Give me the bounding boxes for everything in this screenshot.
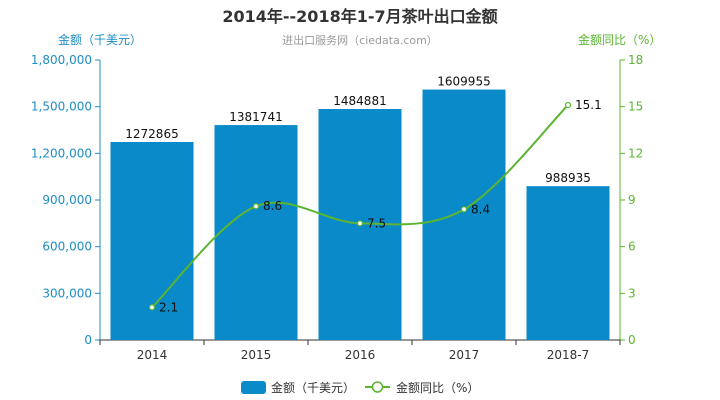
legend-bar-label: 金额（千美元） xyxy=(271,380,355,395)
bar-value-label: 1609955 xyxy=(437,75,490,89)
x-axis-tick-label: 2018-7 xyxy=(547,348,590,362)
right-axis-title: 金额同比（%） xyxy=(578,32,661,47)
legend-bar-swatch xyxy=(241,381,266,394)
right-axis-tick-label: 6 xyxy=(628,240,636,254)
x-axis-tick-label: 2016 xyxy=(345,348,376,362)
line-point xyxy=(460,206,468,213)
left-axis-tick-label: 0 xyxy=(84,333,92,347)
line-value-label: 8.4 xyxy=(471,202,490,216)
right-axis-tick-label: 18 xyxy=(628,53,643,67)
line-point xyxy=(148,304,156,311)
line-point xyxy=(356,220,364,227)
right-axis-tick-label: 12 xyxy=(628,146,643,160)
x-axis-tick-label: 2017 xyxy=(449,348,480,362)
right-axis-tick-label: 15 xyxy=(628,100,643,114)
bar-value-label: 988935 xyxy=(545,171,591,185)
left-axis-tick-label: 1,500,000 xyxy=(31,100,92,114)
x-axis-tick-label: 2014 xyxy=(137,348,168,362)
data-labels-group: 1272865 1381741 1484881 1609955 988935 2.1 8.6… xyxy=(125,75,601,315)
line-series-group xyxy=(148,102,572,311)
left-axis-title: 金额（千美元） xyxy=(58,32,142,47)
left-axis-tick-label: 1,200,000 xyxy=(31,146,92,160)
bar-value-label: 1381741 xyxy=(229,110,282,124)
bar xyxy=(526,186,610,340)
chart-title: 2014年--2018年1-7月茶叶出口金额 xyxy=(222,7,497,26)
right-axis-tick-label: 0 xyxy=(628,333,636,347)
right-axis-tick-label: 9 xyxy=(628,193,636,207)
legend-line-label: 金额同比（%） xyxy=(396,380,479,395)
line-value-label: 7.5 xyxy=(367,216,386,230)
x-axis-tick-label: 2015 xyxy=(241,348,272,362)
bar xyxy=(422,89,506,340)
left-axis-tick-label: 600,000 xyxy=(42,240,92,254)
right-axis-tick-label: 3 xyxy=(628,286,636,300)
line-point xyxy=(252,203,260,210)
bar-value-label: 1272865 xyxy=(125,127,178,141)
line-value-label: 8.6 xyxy=(263,199,282,213)
left-axis-tick-label: 1,800,000 xyxy=(31,53,92,67)
chart-subtitle: 进出口服务网（ciedata.com） xyxy=(282,33,438,47)
left-axis-tick-label: 300,000 xyxy=(42,286,92,300)
left-axis-tick-label: 900,000 xyxy=(42,193,92,207)
line-value-label: 15.1 xyxy=(575,98,602,112)
line-value-label: 2.1 xyxy=(159,300,178,314)
bars-group xyxy=(110,89,610,341)
bar-value-label: 1484881 xyxy=(333,94,386,108)
axes-group: 0 300,000 600,000 900,000 1,200,000 1,500,000… xyxy=(31,53,643,362)
legend: 金额（千美元） 金额同比（%） xyxy=(241,380,479,395)
legend-line-marker xyxy=(371,381,384,393)
line-point xyxy=(564,102,572,109)
bar xyxy=(214,125,298,341)
